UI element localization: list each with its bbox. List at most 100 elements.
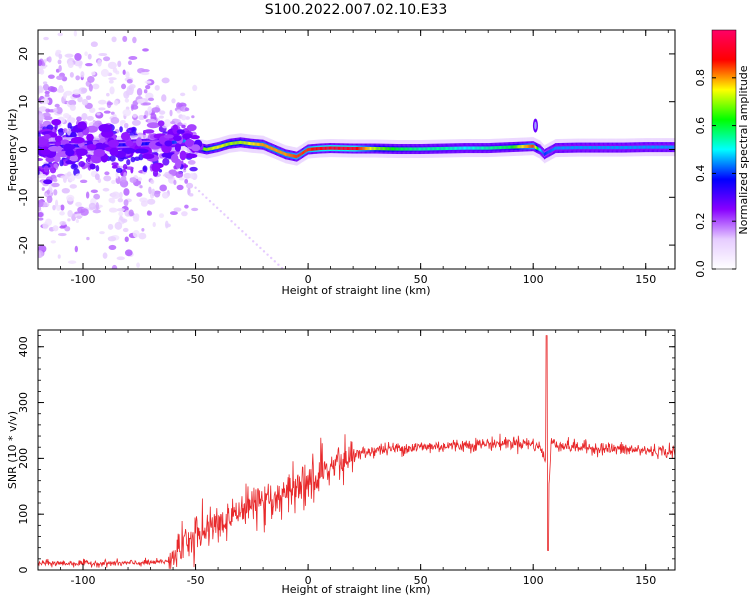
ridge-core — [304, 150, 306, 154]
ridge-core — [400, 147, 403, 151]
spectrogram-noise-blob — [38, 59, 43, 67]
spectrogram-noise-blob — [173, 207, 182, 212]
snr-frame — [37, 329, 676, 571]
spectrogram-noise-blob — [124, 236, 129, 243]
spectrogram-noise-blob — [111, 165, 118, 169]
spectrogram-noise-blob — [57, 59, 62, 65]
spectrogram-noise-blob — [103, 110, 111, 114]
ridge-core — [216, 145, 218, 149]
ridge-core — [323, 146, 325, 150]
ridge-core — [407, 147, 410, 151]
y-tick-label: 0 — [17, 146, 30, 153]
spectrogram-noise-blob — [80, 71, 85, 78]
spectrogram-noise-blob — [140, 71, 150, 76]
spectrogram-noise-blob — [75, 218, 79, 223]
spectrogram-noise-blob — [118, 191, 123, 199]
spectrogram-noise-blob — [77, 96, 83, 103]
ridge-core — [485, 146, 487, 150]
spectrogram-noise-blob — [43, 165, 49, 173]
ridge-core — [238, 140, 241, 145]
spectrogram-noise-blob — [52, 204, 56, 211]
spectrogram-noise-blob — [52, 225, 59, 232]
colorbar-tick-label: 0.2 — [694, 212, 707, 230]
spectrogram-noise-blob — [90, 41, 98, 48]
ridge-core — [359, 146, 361, 151]
spectrogram-noise-blob — [87, 154, 91, 163]
ridge-core — [603, 145, 605, 150]
ridge-core — [203, 147, 206, 151]
x-tick-label: 50 — [414, 273, 428, 286]
ridge-core — [461, 146, 464, 150]
x-tick-label: -100 — [71, 273, 96, 286]
spectrogram-noise-blob — [192, 84, 198, 92]
spectrogram-noise-blob — [138, 153, 144, 161]
ridge-core — [75, 144, 78, 148]
snr-ticks: -100 -50 0 50 100 150 0 100 200 300 400 — [17, 330, 675, 587]
ridge-core — [385, 147, 387, 151]
spectrogram-noise-blob — [59, 159, 64, 167]
ridge-core — [423, 147, 425, 151]
ridge-core — [282, 151, 285, 155]
ridge-core — [618, 145, 620, 150]
ridge-core — [144, 142, 146, 146]
ridge-core — [514, 145, 516, 149]
spectrogram-noise-blob — [74, 245, 78, 253]
ridge-core — [172, 140, 174, 144]
ridge-core — [480, 146, 483, 150]
spectrogram-noise-blob — [189, 173, 195, 179]
ridge-core — [496, 146, 498, 150]
ridge-core — [615, 145, 618, 150]
ridge-core — [372, 146, 375, 151]
spectrogram-noise-blob — [44, 90, 50, 95]
ridge-core — [497, 146, 500, 150]
ridge-core — [575, 146, 577, 150]
spectrogram-noise-blob — [75, 173, 83, 180]
spectrogram-blob — [157, 120, 165, 127]
spectrogram-noise-blob — [128, 56, 138, 60]
spectrogram-noise-blob — [88, 107, 96, 113]
spectrogram-streak — [223, 213, 226, 216]
spectrogram-blob — [109, 147, 119, 156]
ridge-core — [450, 146, 452, 150]
spectrogram-streak — [237, 226, 240, 230]
spectrogram-streak — [251, 240, 255, 243]
ridge-core — [212, 146, 215, 150]
ridge-core — [429, 147, 431, 151]
ridge-core — [174, 140, 177, 144]
ridge-core — [252, 142, 254, 146]
ridge-core — [620, 145, 622, 150]
ridge-core — [182, 139, 184, 143]
spectrogram-streak — [248, 236, 251, 240]
ridge-core — [124, 143, 126, 147]
ridge-core — [501, 145, 503, 150]
snr-line — [38, 335, 675, 569]
ridge-core — [425, 147, 428, 151]
ridge-core — [663, 145, 665, 149]
spectrogram-noise-blob — [42, 81, 48, 85]
ridge-core — [358, 146, 360, 151]
spectrogram-blob — [60, 139, 70, 145]
spectrogram-noise-blob — [50, 240, 57, 244]
spectrogram-noise-blob — [41, 187, 45, 191]
ridge-core — [522, 144, 524, 149]
ridge-core — [582, 145, 584, 150]
spectrogram-blob — [173, 135, 182, 142]
ridge-core — [325, 146, 327, 150]
spectrogram-blob — [182, 133, 193, 139]
spectrogram-noise-blob — [67, 260, 77, 264]
ridge-core — [219, 144, 222, 149]
spectrogram-noise-blob — [119, 126, 123, 133]
ridge-core — [589, 145, 592, 150]
ridge-core — [62, 144, 64, 148]
ridge-core — [260, 142, 262, 147]
ridge-core — [650, 145, 653, 149]
ridge-core — [349, 146, 351, 151]
spectrogram-noise-blob — [169, 109, 173, 117]
ridge-core — [606, 145, 609, 150]
spectrogram-streak — [262, 250, 266, 253]
ridge-core — [229, 142, 232, 146]
spectrogram-noise-blob — [87, 75, 95, 83]
spectrogram-noise-blob — [108, 244, 117, 251]
ridge-core — [217, 145, 219, 149]
ridge-core — [402, 147, 404, 151]
